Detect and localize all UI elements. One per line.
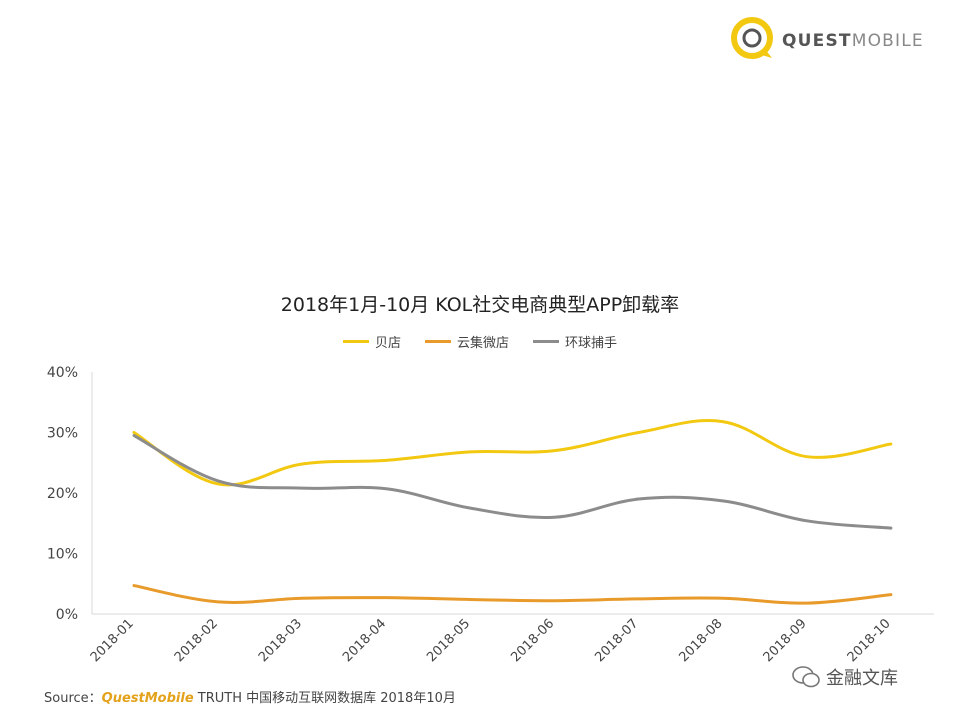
data-point <box>721 499 724 503</box>
x-tick-label: 2018-10 <box>845 616 894 665</box>
data-point <box>132 431 136 434</box>
legend-swatch-beidian <box>342 340 369 343</box>
data-point <box>721 597 724 600</box>
x-tick-label: 2018-01 <box>88 616 137 665</box>
legend-swatch-yunji <box>424 340 451 343</box>
legend-swatch-huanqiu <box>533 340 559 343</box>
data-point <box>637 431 640 434</box>
legend-label-huanqiu: 环球捕手 <box>565 336 618 351</box>
data-point <box>637 497 640 501</box>
data-point <box>385 459 388 462</box>
y-tick-label: 20% <box>47 486 78 502</box>
y-tick-label: 40% <box>47 365 78 381</box>
y-tick-label: 30% <box>47 426 78 442</box>
chart-title: 2018年1月-10月 KOL社交电商典型APP卸载率 <box>280 294 680 316</box>
data-point <box>216 482 220 486</box>
data-point <box>889 526 893 530</box>
legend-label-beidian: 贝店 <box>374 336 401 351</box>
data-point <box>216 600 220 604</box>
source-prefix: Source： <box>44 691 102 706</box>
data-point <box>469 598 472 601</box>
logo-mark-icon <box>731 17 773 59</box>
data-point <box>301 597 304 600</box>
x-tick-label: 2018-02 <box>172 616 221 665</box>
logo-text: QUESTMOBILE <box>782 31 924 51</box>
data-point <box>385 487 388 490</box>
data-point <box>805 519 808 523</box>
legend-label-yunji: 云集微店 <box>456 336 509 351</box>
data-point <box>805 601 808 605</box>
data-point <box>889 442 893 446</box>
data-point <box>637 597 640 601</box>
data-point <box>553 449 556 452</box>
data-point <box>721 420 724 423</box>
watermark: 金融文库 <box>792 664 898 690</box>
data-point <box>216 479 220 483</box>
data-point <box>553 599 556 602</box>
data-point <box>469 450 472 454</box>
x-tick-label: 2018-08 <box>677 616 726 665</box>
data-point <box>301 462 304 466</box>
x-tick-label: 2018-05 <box>424 616 473 665</box>
series-line-1 <box>132 584 893 605</box>
watermark-text: 金融文库 <box>826 668 898 689</box>
x-tick-label: 2018-06 <box>508 616 557 665</box>
data-point <box>889 593 893 596</box>
x-tick-label: 2018-09 <box>761 616 810 665</box>
series-line-2 <box>132 434 893 530</box>
series-line-0 <box>132 419 893 487</box>
chart-legend: 贝店 云集微店 环球捕手 <box>0 332 960 351</box>
questmobile-logo: QUESTMOBILE <box>728 14 928 64</box>
y-tick-label: 10% <box>47 547 78 563</box>
data-point <box>132 434 136 437</box>
wechat-icon <box>792 666 820 688</box>
source-text: TRUTH 中国移动互联网数据库 2018年10月 <box>193 691 456 706</box>
data-point <box>132 584 136 587</box>
data-point <box>385 596 388 599</box>
data-point <box>469 506 472 510</box>
legend-item-yunji: 云集微店 <box>424 332 509 351</box>
data-point <box>805 455 808 458</box>
legend-item-beidian: 贝店 <box>342 332 401 351</box>
x-tick-label: 2018-03 <box>256 616 305 665</box>
data-point <box>553 516 556 519</box>
y-tick-label: 0% <box>56 607 78 623</box>
data-point <box>301 486 304 490</box>
x-tick-label: 2018-07 <box>592 616 641 665</box>
source-note: Source：QuestMobile TRUTH 中国移动互联网数据库 2018… <box>44 687 456 706</box>
source-brand: QuestMobile <box>101 691 194 706</box>
x-tick-label: 2018-04 <box>340 616 389 665</box>
legend-item-huanqiu: 环球捕手 <box>533 332 617 351</box>
